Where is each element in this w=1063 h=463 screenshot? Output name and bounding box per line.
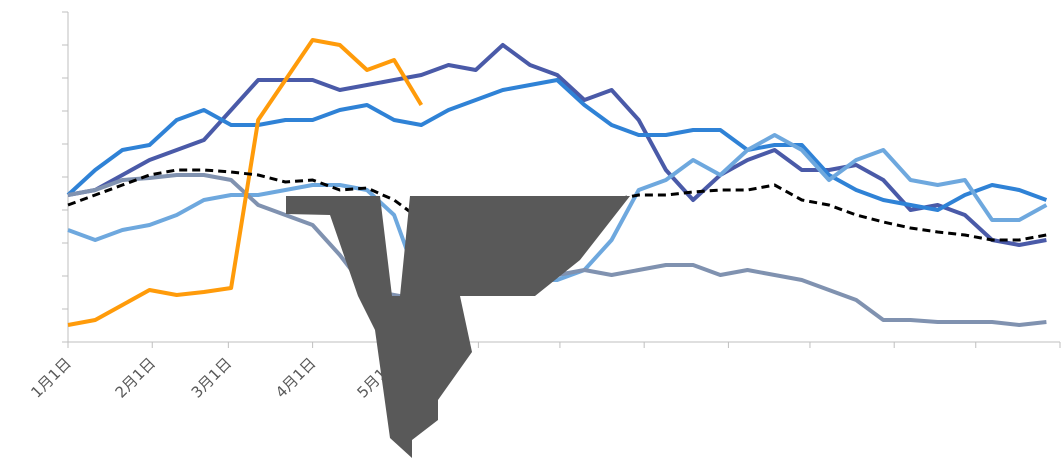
x-tick-label: 2月1日 [112, 354, 159, 401]
x-tick-label: 3月1日 [188, 354, 235, 401]
series-line [66, 78, 1048, 212]
series-line [67, 43, 1047, 247]
overlay-artifact [286, 196, 630, 458]
series-line [67, 133, 1048, 292]
x-tick-label: 1月1日 [27, 354, 74, 401]
x-tick-label: 4月1日 [272, 354, 319, 401]
series-line [67, 38, 424, 327]
